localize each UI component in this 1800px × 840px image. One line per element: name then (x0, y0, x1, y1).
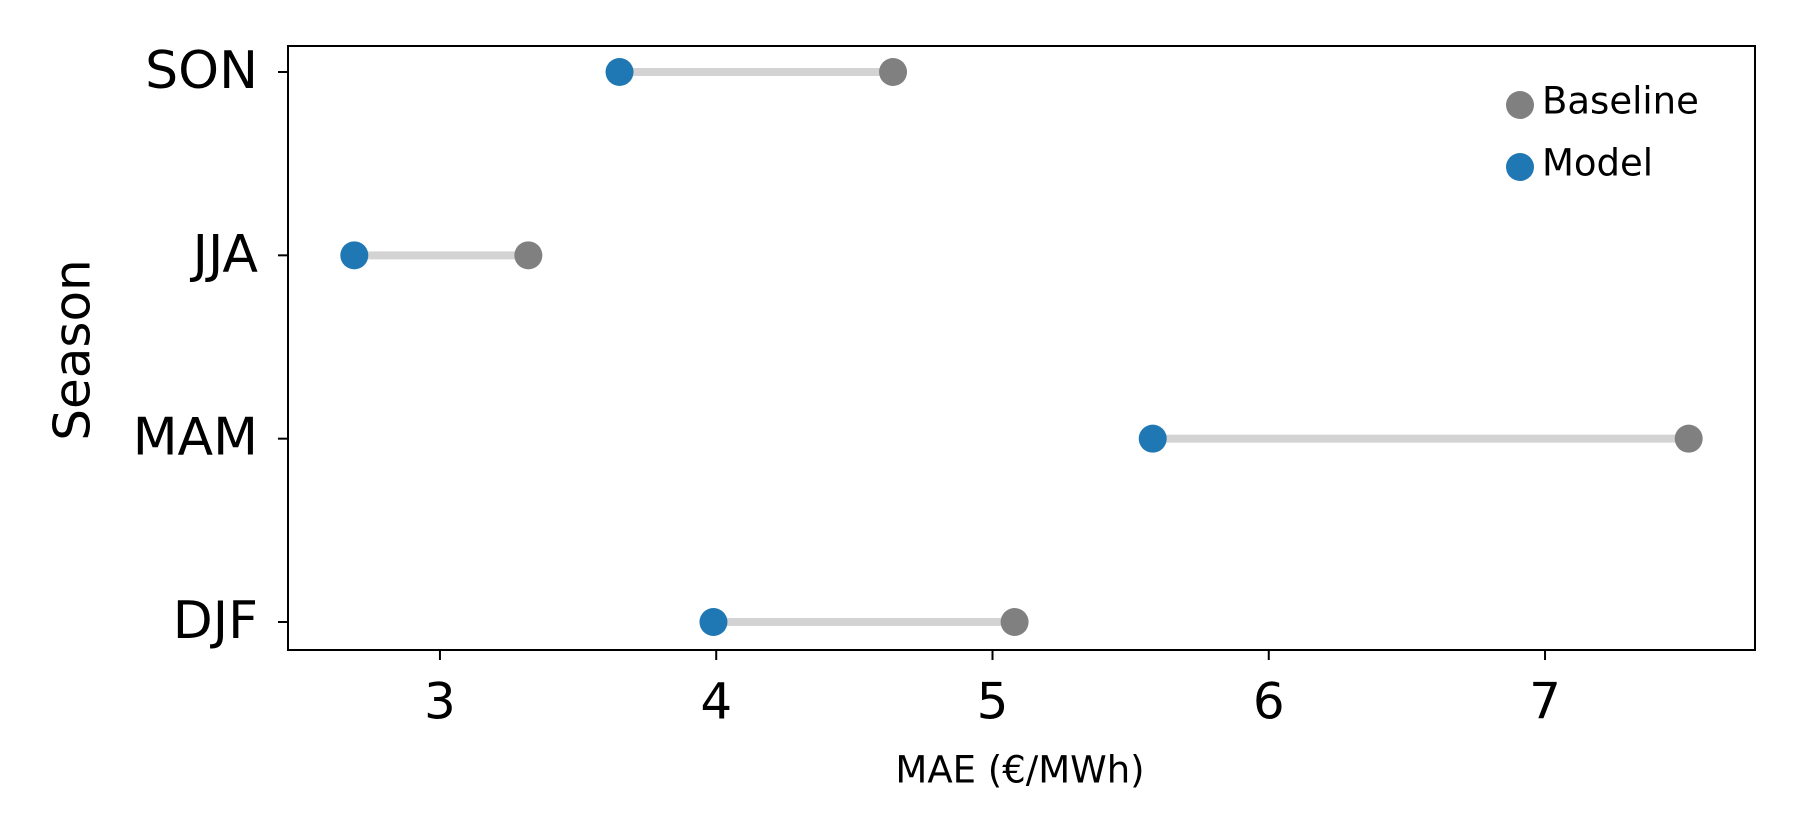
y-tick-label: SON (145, 41, 258, 101)
x-tick-label: 4 (700, 673, 732, 731)
y-axis-label: Season (44, 259, 102, 440)
legend-marker (1506, 91, 1534, 119)
x-axis-label: MAE (€/MWh) (895, 749, 1144, 792)
dot (340, 241, 369, 270)
x-tick-label: 3 (424, 673, 456, 731)
x-tick-label: 5 (977, 673, 1009, 731)
dot (879, 58, 908, 86)
legend-marker (1506, 153, 1534, 181)
legend-label: Model (1542, 142, 1653, 185)
x-tick-label: 6 (1253, 673, 1285, 731)
dot (1674, 424, 1703, 453)
y-tick-label: MAM (133, 408, 258, 468)
plot-area (287, 45, 1756, 651)
dot (1138, 424, 1167, 453)
x-tick-label: 7 (1529, 673, 1561, 731)
y-tick-label: DJF (173, 591, 258, 651)
dot (699, 608, 728, 636)
y-tick-label: JJA (190, 224, 259, 284)
legend-label: Baseline (1542, 80, 1699, 123)
dot (1000, 608, 1029, 636)
dot (514, 241, 543, 270)
dot (605, 58, 634, 86)
